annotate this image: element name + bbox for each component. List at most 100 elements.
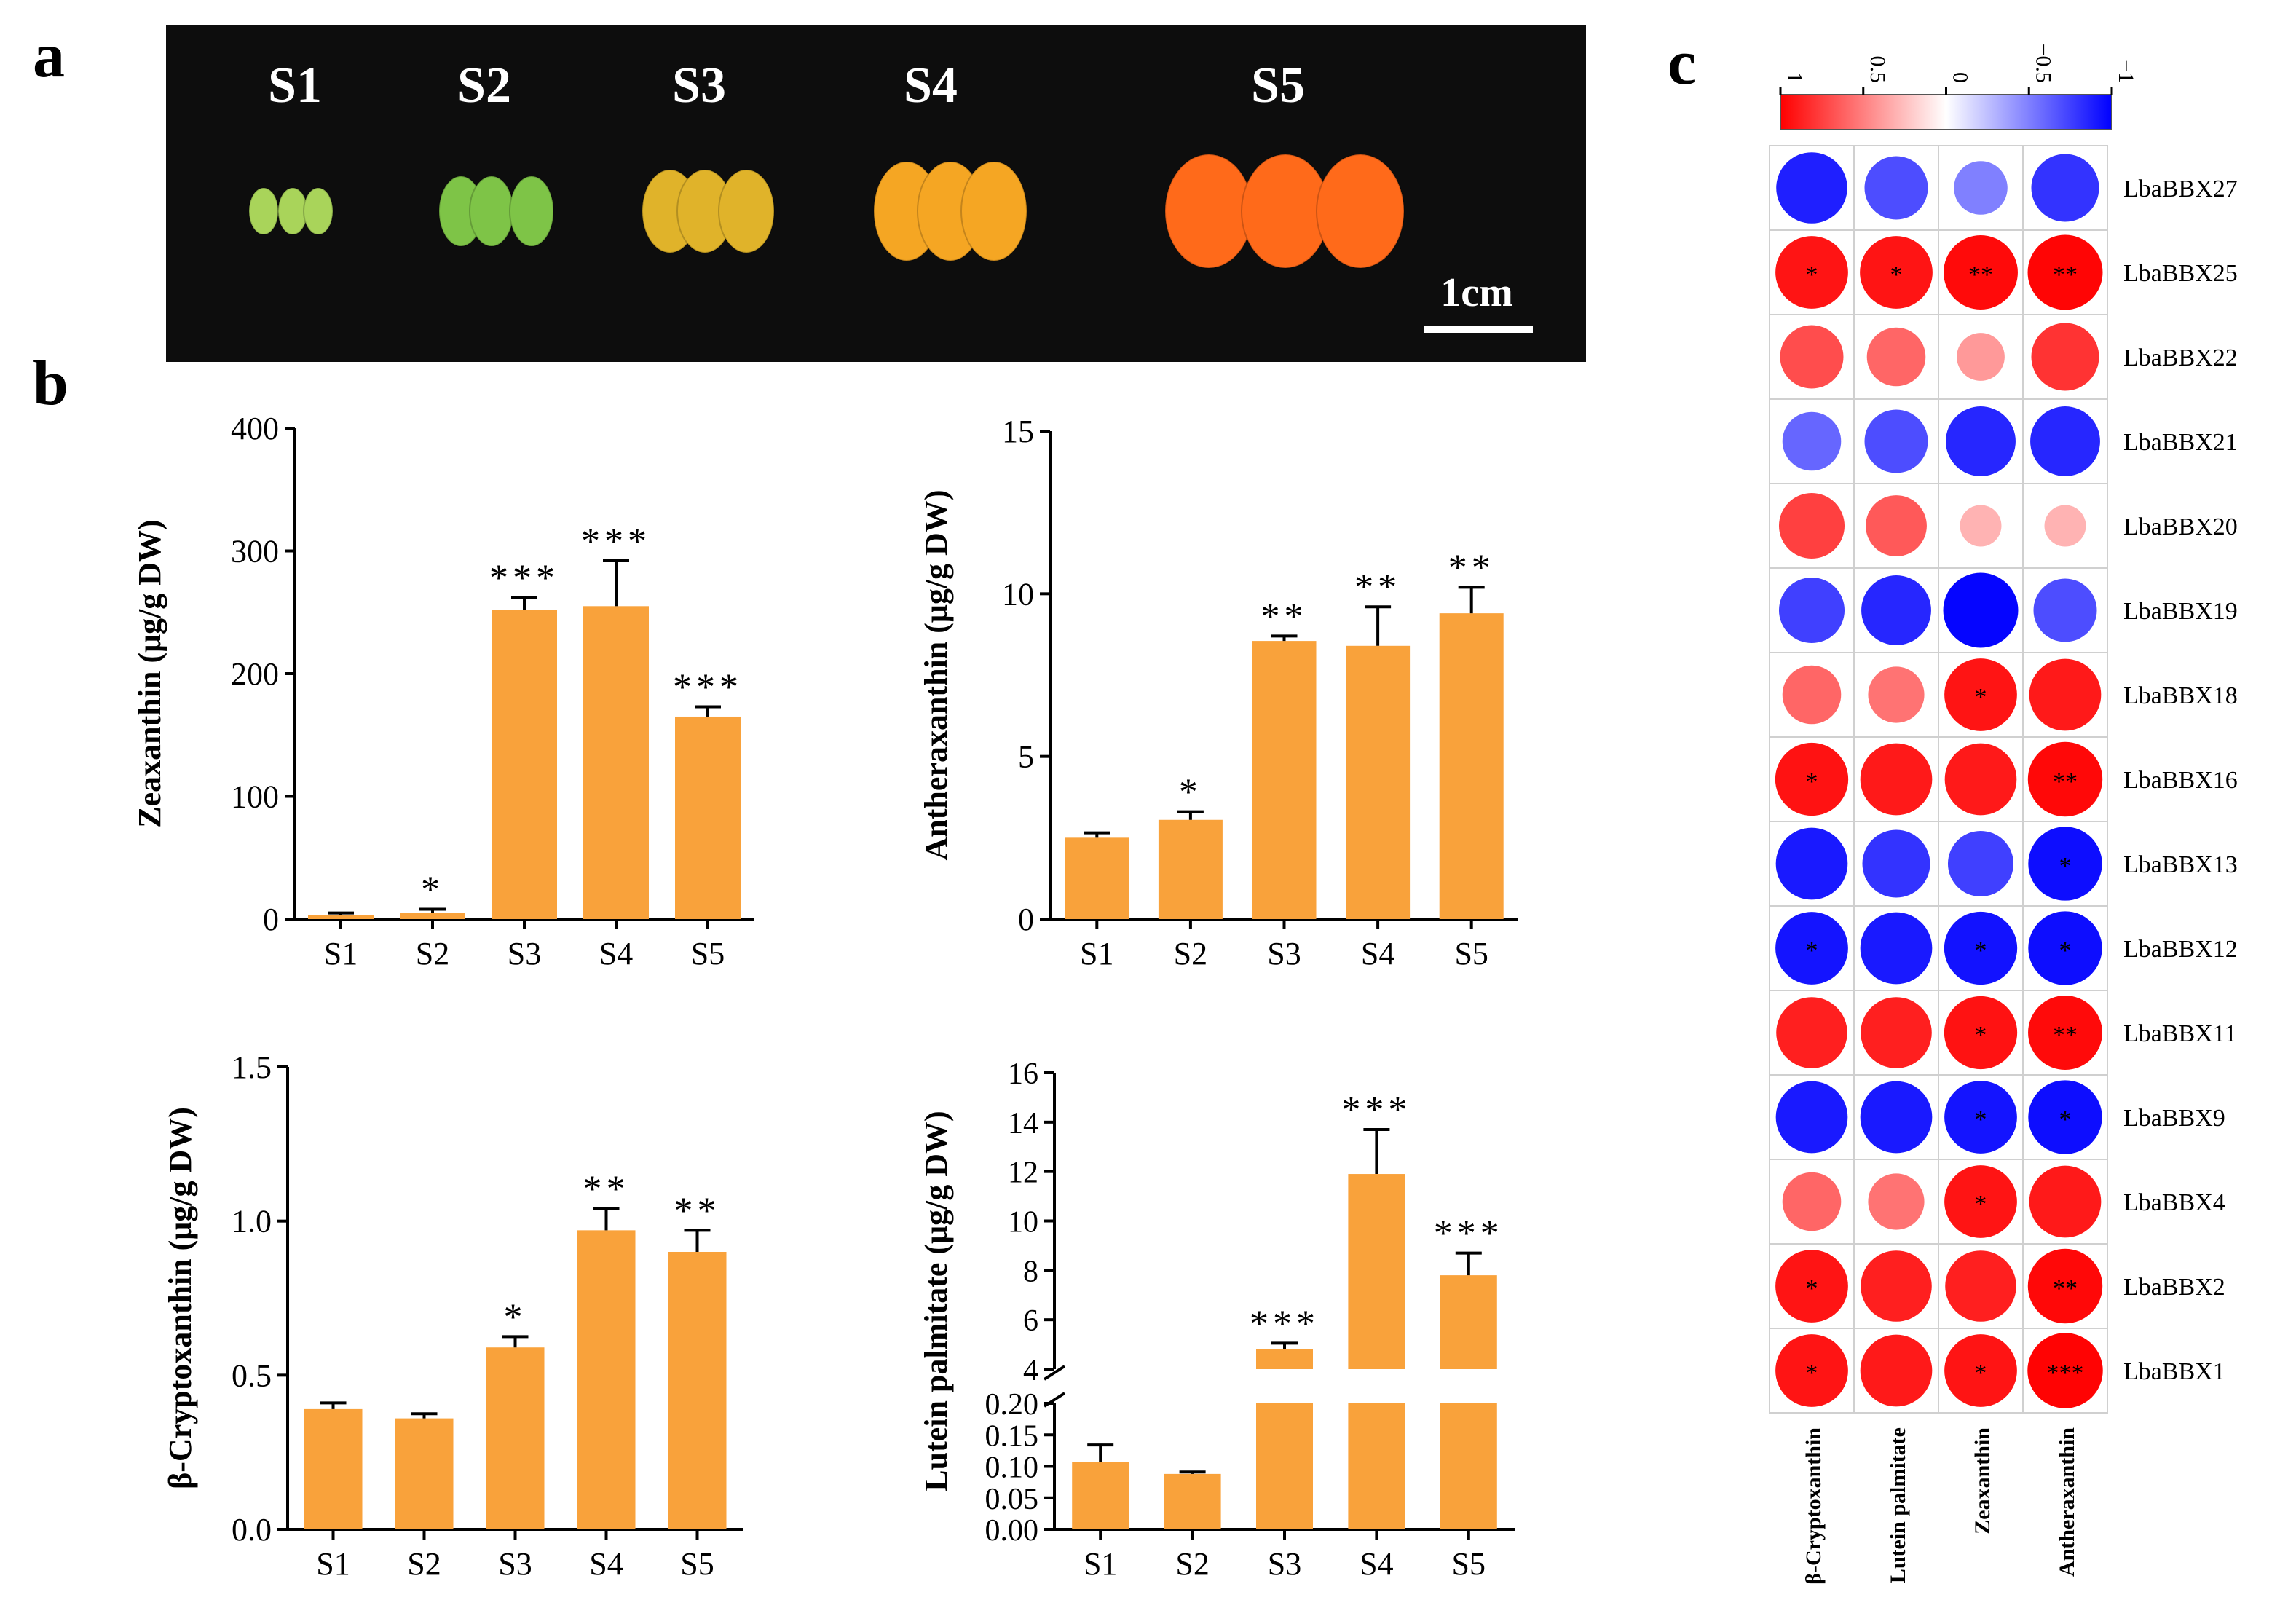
correlation-circle [1776,997,1847,1068]
significance-marker: ** [1448,547,1495,588]
significance-marker: ** [2053,261,2078,288]
x-tick-label: S3 [498,1546,532,1582]
row-label: LbaBBX18 [2123,682,2238,709]
bar-s1 [1065,837,1129,919]
bar-s5-upper [1440,1275,1497,1369]
colorbar-tick-label: 0.5 [1866,56,1890,84]
bar-s5 [668,1252,727,1529]
bar-s5-lower [1440,1403,1497,1529]
significance-marker: * [1975,937,1987,964]
significance-marker: * [504,1296,527,1338]
x-tick-label: S3 [1268,1546,1301,1582]
row-label: LbaBBX22 [2123,344,2238,371]
correlation-circle [1944,1165,2017,1238]
correlation-circle [1868,1173,1925,1230]
y-tick-label: 0.05 [985,1483,1039,1516]
significance-marker: * [2059,1106,2072,1133]
significance-marker: ** [1968,261,1993,288]
y-tick-label: 4 [1023,1354,1038,1387]
bar-s1 [304,1408,363,1529]
x-tick-label: S2 [1174,936,1207,971]
y-axis-title: Zeaxanthin (μg/g DW) [132,519,167,827]
significance-marker: *** [581,521,651,562]
correlation-circle [1945,1250,2016,1322]
significance-marker: ** [583,1169,630,1210]
column-label: Zeaxanthin [1970,1427,1995,1534]
bar-s2 [1164,1473,1221,1529]
y-tick-label: 0 [1018,902,1034,937]
row-label: LbaBBX13 [2123,851,2238,878]
row-label: LbaBBX9 [2123,1105,2225,1132]
correlation-circle [1944,996,2018,1070]
y-axis-title: Antheraxanthin (μg/g DW) [918,490,954,861]
photo-stage-label: S3 [672,58,726,114]
y-tick-label: 1.0 [232,1204,272,1239]
x-tick-label: S4 [589,1546,623,1582]
significance-marker: *** [673,666,743,708]
bar-s5 [1439,613,1504,919]
bar-s3 [486,1347,545,1529]
correlation-circle [1782,665,1842,725]
x-tick-label: S5 [691,936,725,971]
colorbar-tick-label: 0 [1949,72,1973,83]
significance-marker: *** [2047,1360,2084,1387]
fruit-s4 [960,161,1027,261]
y-tick-label: 400 [231,411,279,446]
colorbar-tick-label: −0.5 [2031,44,2055,83]
bar-s1 [308,915,374,919]
row-label: LbaBBX2 [2123,1274,2225,1301]
x-tick-label: S5 [1454,936,1488,971]
fruit-s5 [1164,154,1253,269]
significance-marker: * [1975,1360,1987,1387]
correlation-circle [2030,406,2100,476]
correlation-circle [1775,1250,1848,1323]
y-tick-label: 0.5 [232,1357,272,1393]
significance-marker: * [421,870,444,911]
colorbar-tick-label: 1 [1783,72,1807,83]
correlation-circle [1861,997,1932,1068]
correlation-circle [2027,234,2103,310]
scale-bar-label: 1cm [1440,270,1513,315]
correlation-circle [2044,505,2086,547]
significance-marker: ** [2053,768,2078,795]
fruit-s2 [509,176,554,247]
significance-marker: ** [2053,1022,2078,1049]
bar-s3-upper [1256,1349,1313,1369]
correlation-circle [2028,1080,2102,1154]
row-label: LbaBBX25 [2123,260,2238,287]
photo-stage-label: S2 [457,58,511,114]
panel-a-letter: a [33,20,65,91]
fruit-s3 [718,169,775,253]
fruit-s1 [303,187,334,235]
y-tick-label: 0.10 [985,1451,1039,1485]
photo-stage-label: S1 [268,58,322,114]
correlation-circle [1775,827,1848,900]
significance-marker: *** [489,558,559,599]
correlation-circle [1944,658,2017,731]
bar-s4 [583,606,649,919]
correlation-circle [1861,1250,1932,1322]
correlation-circle [1954,161,2008,215]
significance-marker: * [1806,1360,1818,1387]
correlation-circle [1944,235,2018,310]
x-tick-label: S2 [407,1546,441,1582]
correlation-circle [1860,743,1933,816]
row-label: LbaBBX12 [2123,936,2238,963]
significance-marker: ** [674,1190,721,1231]
correlation-circle [2033,578,2097,642]
x-tick-label: S3 [508,936,541,971]
row-label: LbaBBX11 [2123,1020,2237,1047]
row-label: LbaBBX27 [2123,176,2238,202]
x-tick-label: S1 [1080,936,1113,971]
correlation-circle [1944,1081,2017,1154]
y-tick-label: 0.20 [985,1388,1039,1422]
row-label: LbaBBX4 [2123,1189,2225,1216]
x-tick-label: S5 [1452,1546,1486,1582]
bar-s4-upper [1348,1174,1405,1369]
column-label: β-Cryptoxanthin [1802,1427,1826,1585]
y-tick-label: 5 [1018,739,1034,775]
y-tick-label: 200 [231,656,279,692]
correlation-circle [1775,742,1849,816]
